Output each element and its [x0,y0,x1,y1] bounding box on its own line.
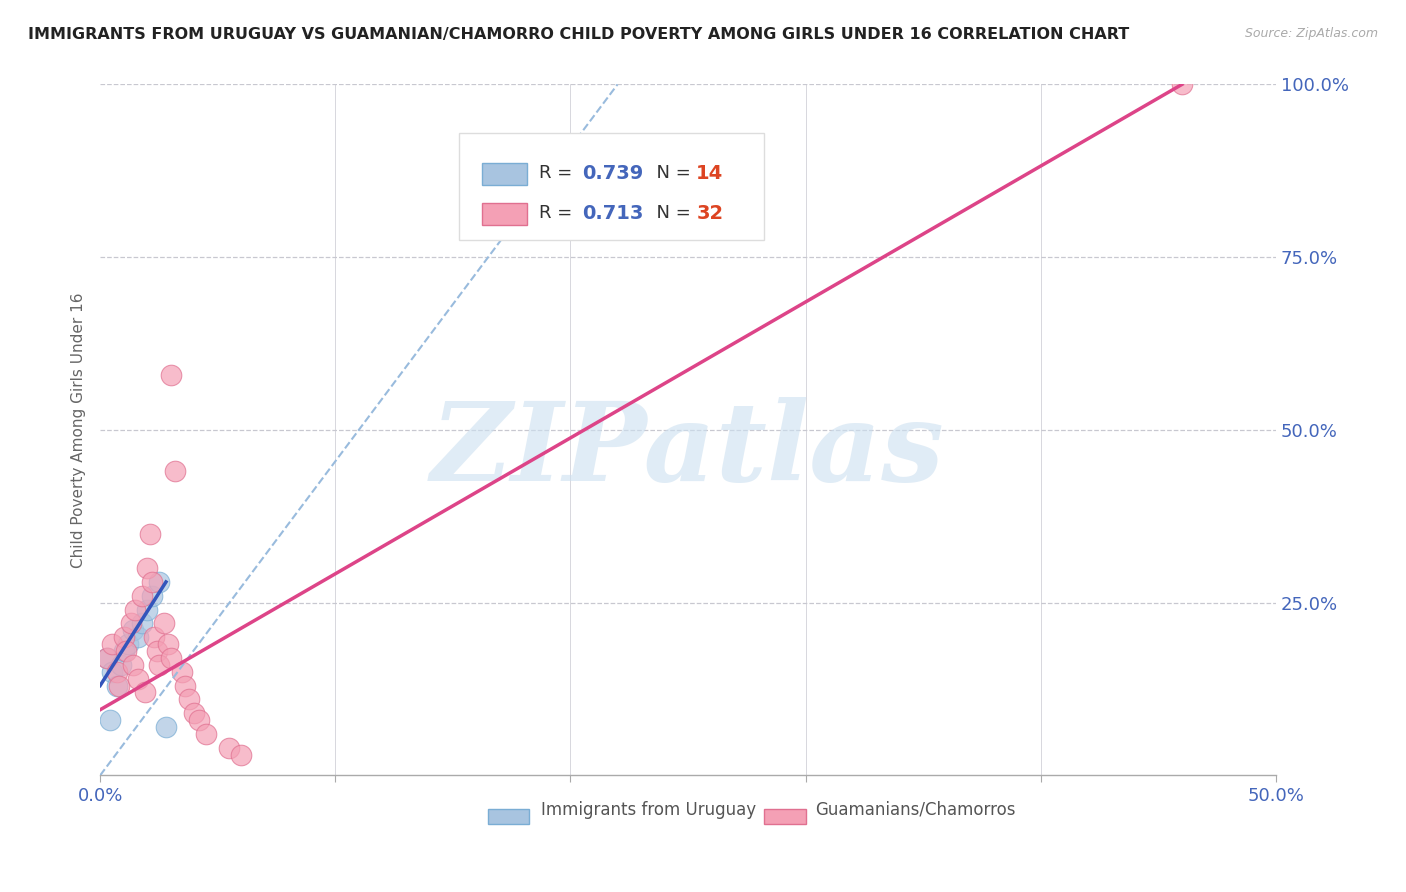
Point [105,665,128,679]
Bar [482,162,527,185]
Text: N =: N = [644,164,696,182]
Point [143,630,166,644]
Point [136,561,159,575]
Text: R =: R = [538,164,578,182]
Point [122,657,145,672]
Point [117,637,139,651]
Point [179,692,201,706]
Point [141,574,163,589]
Point [96,651,118,665]
Text: 0.739: 0.739 [582,163,644,183]
Point [172,665,194,679]
Point [110,657,132,672]
Point [165,464,187,478]
Point [131,589,153,603]
Point [157,637,180,651]
Point [138,526,160,541]
Point [231,747,253,762]
Bar [488,808,529,824]
Point [159,651,181,665]
Y-axis label: Child Poverty Among Girls Under 16: Child Poverty Among Girls Under 16 [72,293,86,567]
Text: 32: 32 [696,203,724,223]
Point [218,740,240,755]
Text: Source: ZipAtlas.com: Source: ZipAtlas.com [1244,27,1378,40]
Point [148,574,170,589]
Point [124,602,146,616]
Bar [765,808,806,824]
Text: IMMIGRANTS FROM URUGUAY VS GUAMANIAN/CHAMORRO CHILD POVERTY AMONG GIRLS UNDER 16: IMMIGRANTS FROM URUGUAY VS GUAMANIAN/CHA… [28,27,1129,42]
Point [1171,78,1194,92]
Point [152,616,174,631]
Point [112,630,135,644]
Point [141,589,163,603]
Point [155,720,177,734]
FancyBboxPatch shape [458,133,765,240]
Text: 0.713: 0.713 [582,203,644,223]
Point [127,672,149,686]
Point [159,368,181,382]
Text: Immigrants from Uruguay: Immigrants from Uruguay [541,801,756,819]
Bar [482,202,527,225]
Point [127,630,149,644]
Point [101,665,124,679]
Point [183,706,205,721]
Point [120,616,142,631]
Point [145,644,167,658]
Point [115,644,138,658]
Point [101,637,124,651]
Point [194,727,217,741]
Point [134,685,156,699]
Point [187,713,209,727]
Point [112,644,135,658]
Point [136,602,159,616]
Text: 14: 14 [696,163,724,183]
Text: Guamanians/Chamorros: Guamanians/Chamorros [815,801,1015,819]
Text: ZIPatlas: ZIPatlas [432,397,945,504]
Point [148,657,170,672]
Point [105,679,128,693]
Text: R =: R = [538,204,578,222]
Point [122,624,145,638]
Point [131,616,153,631]
Point [98,713,121,727]
Point [173,679,195,693]
Point [96,651,118,665]
Point [108,679,131,693]
Text: N =: N = [644,204,696,222]
